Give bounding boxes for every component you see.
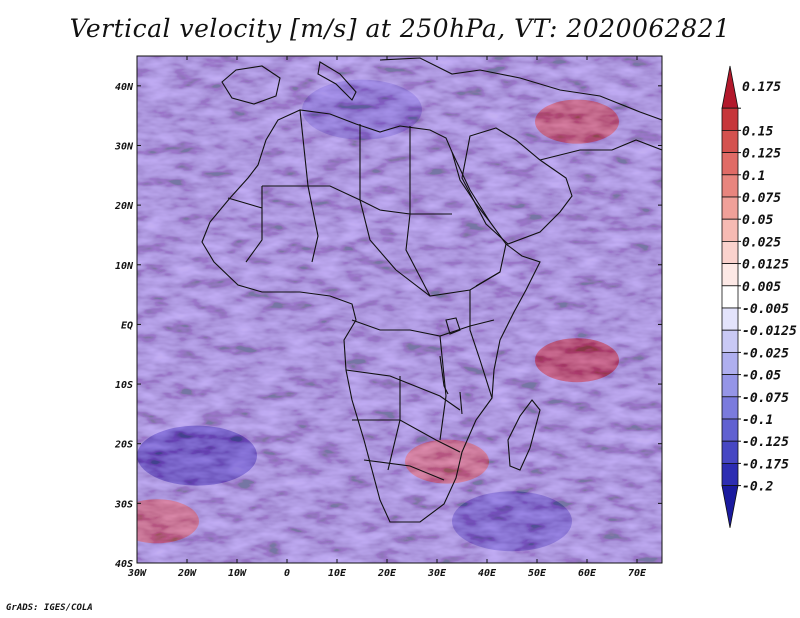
x-tick-label: 20W bbox=[177, 568, 197, 579]
y-tick-label: 10S bbox=[115, 380, 133, 391]
colorbar-label: -0.125 bbox=[742, 435, 789, 450]
plot-frame bbox=[136, 55, 663, 564]
colorbar-label: 0.05 bbox=[742, 213, 773, 228]
colorbar-swatch bbox=[721, 374, 739, 398]
colorbar-swatch bbox=[721, 196, 739, 220]
colorbar-swatch bbox=[721, 418, 739, 442]
colorbar-label: -0.1 bbox=[742, 413, 773, 428]
colorbar-swatch bbox=[721, 218, 739, 242]
colorbar-swatch bbox=[721, 129, 739, 153]
colorbar-label: 0.075 bbox=[742, 191, 781, 206]
coastline-boundaries bbox=[201, 57, 662, 523]
colorbar-label: -0.05 bbox=[742, 369, 781, 384]
x-tick-label: 40E bbox=[478, 568, 497, 579]
x-tick-label: 30W bbox=[127, 568, 147, 579]
colorbar-label: 0.125 bbox=[742, 147, 781, 162]
colorbar-label: -0.2 bbox=[742, 480, 773, 495]
x-tick-label: 50E bbox=[528, 568, 547, 579]
colorbar-swatch bbox=[721, 240, 739, 264]
colorbar-label: 0.15 bbox=[742, 124, 773, 139]
y-tick-label: 40N bbox=[115, 82, 134, 93]
colorbar-swatch bbox=[721, 329, 739, 353]
colorbar-label: 0.0125 bbox=[742, 258, 789, 273]
colorbar-swatch bbox=[721, 440, 739, 464]
colorbar-swatch bbox=[721, 307, 739, 331]
colorbar-swatch bbox=[721, 152, 739, 176]
axes: 30W 20W 10W 0 10E 20E 30E 40E 50E 60E 70E 40N 30N 20N… bbox=[114, 55, 663, 579]
colorbar-swatch bbox=[721, 285, 739, 309]
colorbar-label: 0.1 bbox=[742, 169, 765, 184]
y-tick-label: 10N bbox=[115, 261, 134, 272]
colorbar-label: 0.025 bbox=[742, 235, 781, 250]
colorbar-swatch bbox=[721, 65, 739, 109]
colorbar-swatch bbox=[721, 396, 739, 420]
grads-credit: GrADS: IGES/COLA bbox=[6, 603, 93, 613]
x-tick-label: 0 bbox=[284, 568, 290, 579]
colorbar-label: 0.005 bbox=[742, 280, 781, 295]
x-tick-label: 10E bbox=[328, 568, 347, 579]
velocity-field bbox=[137, 56, 662, 563]
x-tick-label: 20E bbox=[377, 568, 397, 579]
x-tick-label: 70E bbox=[628, 568, 647, 579]
colorbar-label: -0.175 bbox=[742, 457, 789, 472]
colorbar-label: 0.175 bbox=[742, 80, 781, 95]
x-tick-label: 10W bbox=[228, 568, 247, 579]
colorbar-swatch bbox=[721, 351, 739, 375]
y-tick-label: 30S bbox=[114, 499, 133, 510]
colorbar-label: -0.005 bbox=[742, 302, 789, 317]
colorbar-label: -0.025 bbox=[742, 346, 789, 361]
colorbar-swatch bbox=[721, 174, 739, 198]
y-tick-label: EQ bbox=[121, 320, 133, 331]
y-tick-label: 20S bbox=[114, 440, 133, 451]
colorbar-label: -0.0125 bbox=[742, 324, 797, 339]
colorbar-swatch bbox=[721, 107, 739, 131]
x-tick-label: 60E bbox=[578, 568, 597, 579]
chart-title: Vertical velocity [m/s] at 250hPa, VT: 2… bbox=[69, 14, 731, 43]
x-tick-label: 30E bbox=[427, 568, 447, 579]
colorbar-swatch bbox=[721, 462, 739, 486]
colorbar-label: -0.075 bbox=[742, 391, 789, 406]
y-tick-label: 30N bbox=[114, 141, 134, 152]
colorbar-swatch bbox=[721, 485, 739, 528]
colorbar: 0.175 0.15 0.125 0.1 0.075 0.05 0.025 0.0125 0.0… bbox=[721, 65, 797, 528]
colorbar-swatch bbox=[721, 263, 739, 287]
y-tick-label: 40S bbox=[115, 559, 133, 570]
y-tick-label: 20N bbox=[114, 201, 134, 212]
